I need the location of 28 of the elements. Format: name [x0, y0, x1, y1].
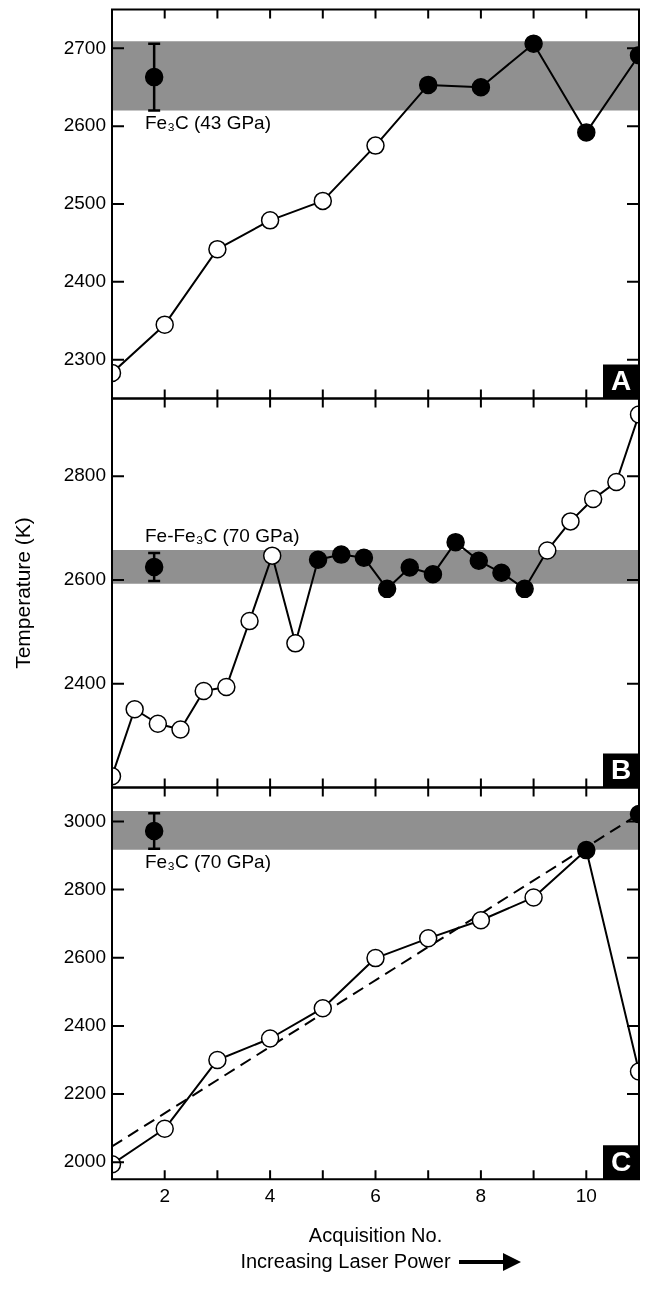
y-tick-label: 2800	[63, 877, 106, 899]
y-tick-label: 2500	[63, 192, 106, 214]
y-axis-title: Temperature (K)	[11, 517, 35, 669]
annotation: C	[610, 1145, 632, 1177]
x-axis-title: Acquisition No.	[308, 1223, 443, 1246]
y-tick-label: 2600	[63, 114, 106, 136]
band-label: Fe₃C (43 GPa)	[145, 112, 271, 134]
x-tick-label: 8	[475, 1184, 487, 1206]
text: Increasing Laser Power	[240, 1250, 451, 1273]
band-label: Fe-Fe₃C (70 GPa)	[145, 524, 300, 546]
y-tick-label: 2600	[63, 945, 106, 967]
y-tick-label: 2000	[63, 1150, 106, 1172]
y-tick-label: 2800	[63, 464, 106, 486]
y-tick-label: 2700	[63, 36, 106, 58]
y-tick-label: 2600	[63, 568, 106, 590]
y-tick-label: 2400	[63, 270, 106, 292]
y-tick-label: 2200	[63, 1082, 106, 1104]
x-tick-label: 2	[159, 1184, 170, 1206]
y-tick-label: 2400	[63, 672, 106, 694]
annotation: B	[610, 754, 632, 786]
annotation: A	[610, 365, 632, 397]
y-tick-label: 3000	[63, 809, 106, 831]
x-tick-label: 10	[575, 1184, 597, 1206]
x-tick-label: 6	[370, 1184, 381, 1206]
y-tick-label: 2300	[63, 347, 106, 369]
y-tick-label: 2400	[63, 1014, 106, 1036]
band-label: Fe₃C (70 GPa)	[145, 851, 271, 873]
x-tick-label: 4	[264, 1184, 276, 1206]
